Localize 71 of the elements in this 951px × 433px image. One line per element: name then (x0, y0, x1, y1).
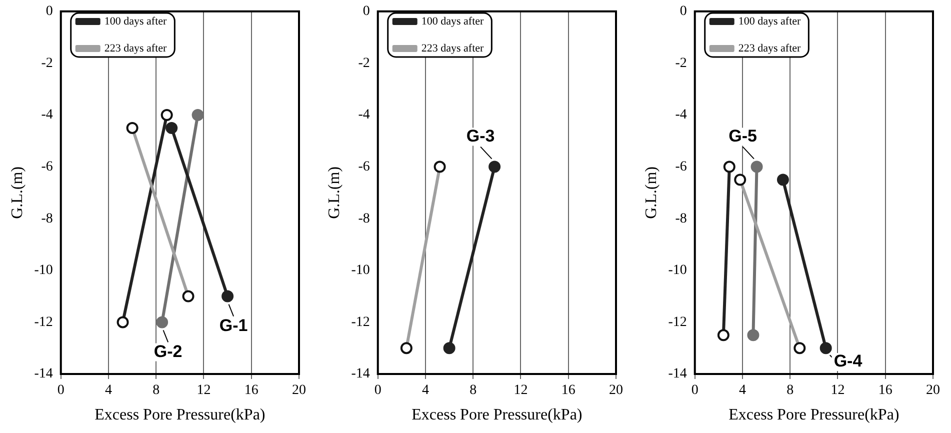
point (222, 290, 234, 302)
x-tick-label: 8 (470, 383, 477, 398)
x-tick-label: 0 (57, 383, 64, 398)
y-axis-title: G.L.(m) (8, 166, 26, 219)
x-axis-title: Excess Pore Pressure(kPa) (94, 406, 266, 424)
x-tick-label: 4 (738, 383, 746, 398)
y-tick-label: -8 (675, 211, 687, 226)
y-tick-label: -8 (41, 211, 53, 226)
legend-label: 223 days after (421, 42, 484, 54)
x-tick-label: 20 (292, 383, 306, 398)
point (723, 160, 736, 173)
y-tick-label: 0 (680, 4, 687, 20)
point (747, 329, 760, 342)
annotation: G-2 (154, 342, 182, 361)
x-tick-label: 8 (786, 383, 794, 398)
y-tick-label: -2 (41, 56, 53, 71)
y-tick-label: -14 (34, 366, 53, 382)
y-tick-label: -12 (351, 314, 370, 330)
y-tick-label: -4 (41, 108, 53, 123)
point (116, 316, 129, 328)
legend-label: 100 days after (738, 15, 802, 28)
x-tick-label: 8 (152, 383, 160, 398)
y-tick-label: -6 (675, 159, 687, 174)
y-tick-label: -10 (34, 263, 53, 278)
y-tick-label: -6 (358, 159, 370, 174)
y-tick-label: 0 (46, 4, 53, 20)
y-tick-label: -2 (358, 56, 370, 71)
y-tick-label: -4 (358, 108, 370, 123)
x-tick-label: 0 (374, 383, 382, 398)
y-axis-title: G.L.(m) (642, 166, 660, 219)
x-axis-title: Excess Pore Pressure(kPa) (728, 406, 900, 424)
x-tick-label: 12 (514, 383, 528, 398)
x-tick-label: 16 (244, 383, 258, 398)
x-tick-label: 4 (422, 383, 429, 398)
y-tick-label: -6 (41, 159, 53, 174)
y-tick-label: -4 (675, 108, 687, 123)
y-tick-label: -8 (358, 211, 370, 226)
annotation: G-4 (834, 352, 863, 371)
point (156, 316, 168, 328)
point (166, 122, 178, 134)
y-tick-label: -14 (668, 366, 687, 382)
x-tick-label: 12 (196, 383, 211, 398)
x-tick-label: 0 (691, 383, 698, 398)
point (160, 109, 173, 121)
point (192, 109, 204, 121)
y-tick-label: -2 (675, 56, 687, 71)
point (750, 160, 763, 173)
annotation: G-1 (219, 316, 248, 335)
y-axis-title: G.L.(m) (326, 166, 343, 219)
x-tick-label: 16 (878, 383, 892, 398)
y-tick-label: -10 (668, 263, 687, 278)
annotation: G-5 (728, 126, 757, 146)
x-tick-label: 20 (926, 383, 940, 398)
x-tick-label: 12 (830, 383, 845, 398)
y-tick-label: 0 (362, 4, 370, 20)
point (820, 342, 832, 354)
y-tick-label: -14 (351, 366, 370, 382)
legend-label: 100 days after (421, 15, 484, 28)
y-tick-label: -12 (34, 314, 53, 330)
annotation: G-3 (466, 126, 495, 146)
legend-label: 223 days after (738, 42, 802, 54)
legend-label: 100 days after (104, 15, 168, 28)
x-tick-label: 16 (561, 383, 576, 398)
legend-label: 223 days after (104, 42, 168, 54)
point (776, 174, 789, 186)
x-tick-label: 20 (609, 383, 623, 398)
point (717, 329, 730, 342)
x-tick-label: 4 (104, 383, 112, 398)
y-tick-label: -10 (351, 263, 370, 278)
y-tick-label: -12 (668, 314, 687, 330)
x-axis-title: Excess Pore Pressure(kPa) (412, 406, 582, 424)
